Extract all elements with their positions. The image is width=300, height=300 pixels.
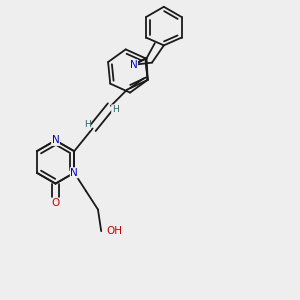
Text: N: N: [130, 60, 137, 70]
Text: OH: OH: [106, 226, 123, 236]
Text: N: N: [70, 168, 78, 178]
Text: H: H: [84, 120, 91, 129]
Text: H: H: [112, 105, 118, 114]
Text: O: O: [51, 198, 60, 208]
Text: N: N: [52, 135, 59, 146]
